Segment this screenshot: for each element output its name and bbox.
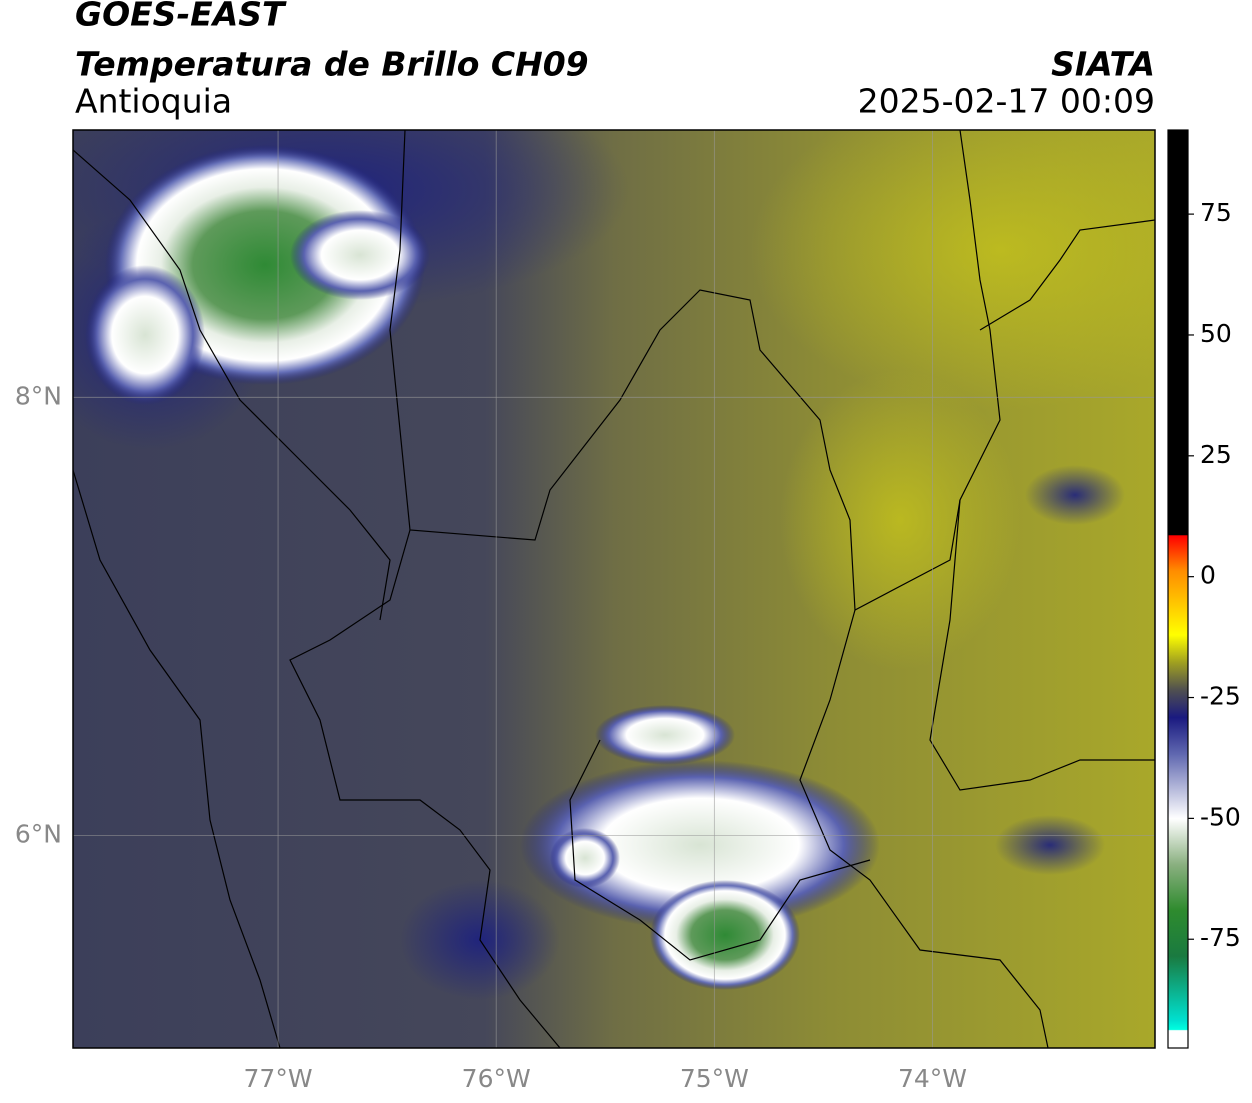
colorbar-tick-label: -50 <box>1200 802 1241 831</box>
source: SIATA <box>1051 45 1155 84</box>
lon-tick-label: 74°W <box>898 1064 967 1093</box>
subtitle: Temperatura de Brillo CH09 <box>75 45 589 84</box>
colorbar <box>1167 129 1189 1049</box>
title: GOES-EAST <box>75 0 287 34</box>
colorbar-tick-label: 25 <box>1200 440 1232 469</box>
colorbar-tick-label: 0 <box>1200 561 1216 590</box>
colorbar-tick-label: -25 <box>1200 682 1241 711</box>
colorbar-tick-label: 75 <box>1200 198 1232 227</box>
map-frame <box>72 129 1156 1049</box>
lat-tick-label: 6°N <box>15 819 62 848</box>
grid <box>73 130 1155 1048</box>
lon-tick-label: 77°W <box>244 1064 313 1093</box>
lon-tick-label: 75°W <box>680 1064 749 1093</box>
datetime: 2025-02-17 00:09 <box>858 82 1155 121</box>
region: Antioquia <box>75 82 232 121</box>
lat-tick-label: 8°N <box>15 381 62 410</box>
colorbar-tick-label: -75 <box>1200 923 1241 952</box>
lon-tick-label: 76°W <box>462 1064 531 1093</box>
satellite-image <box>73 130 1155 1048</box>
colorbar-tick-label: 50 <box>1200 319 1232 348</box>
